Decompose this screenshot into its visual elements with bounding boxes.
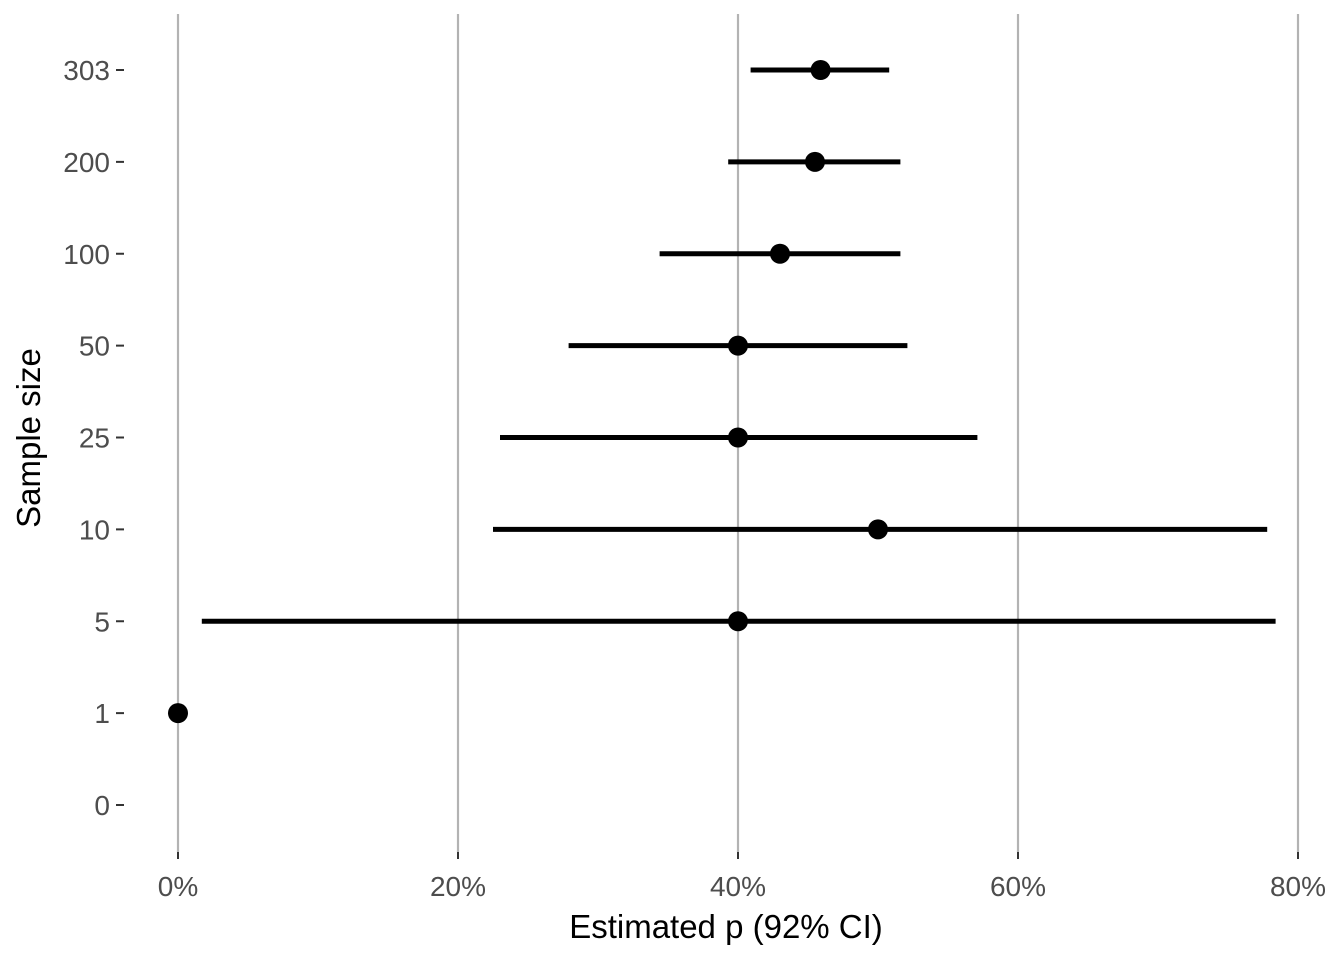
y-tick-label: 200	[63, 147, 110, 178]
x-axis-title: Estimated p (92% CI)	[569, 908, 883, 945]
y-tick-label: 100	[63, 239, 110, 270]
estimate-point-n200	[805, 151, 825, 172]
x-axis: 0% 20% 40% 60% 80%	[158, 852, 1326, 902]
y-axis-title: Sample size	[10, 348, 47, 528]
estimate-point-n1	[168, 703, 188, 724]
x-tick-label: 40%	[710, 871, 766, 902]
y-tick-label: 25	[79, 423, 110, 454]
y-tick-label: 50	[79, 331, 110, 362]
estimate-point-n25	[728, 427, 748, 448]
data-marks	[168, 60, 1276, 724]
estimate-point-n303	[810, 60, 831, 80]
x-tick-label: 0%	[158, 871, 198, 902]
x-tick-label: 80%	[1270, 871, 1326, 902]
estimate-point-n5	[728, 611, 748, 632]
y-tick-label: 1	[94, 698, 110, 729]
x-tick-label: 60%	[990, 871, 1046, 902]
estimate-point-n100	[770, 243, 790, 264]
y-tick-label: 10	[79, 514, 110, 545]
estimate-point-n10	[868, 519, 888, 540]
y-tick-label: 303	[63, 55, 110, 86]
y-tick-label: 5	[94, 606, 110, 637]
estimate-point-n50	[728, 335, 748, 356]
y-tick-label: 0	[94, 790, 110, 821]
y-axis: 0 1 5 10 25 50 100 200 303	[63, 55, 124, 821]
x-tick-label: 20%	[430, 871, 486, 902]
